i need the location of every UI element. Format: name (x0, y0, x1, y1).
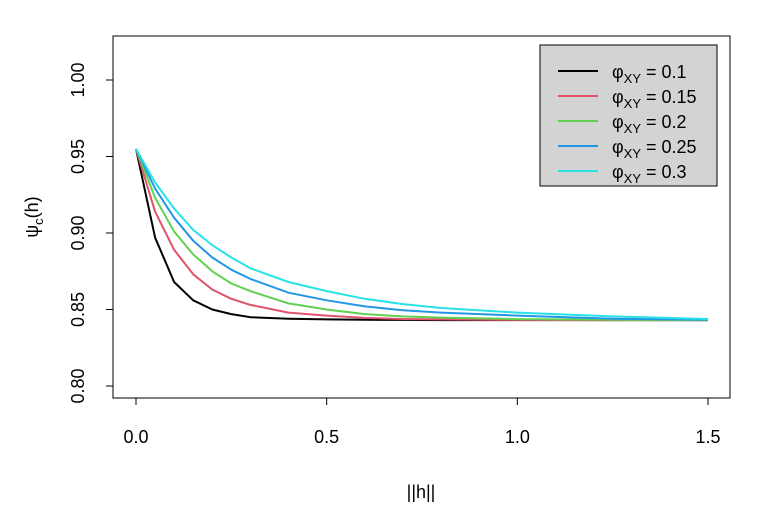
y-tick-label: 0.80 (68, 368, 88, 403)
y-tick-label: 0.85 (68, 292, 88, 327)
y-axis-label: ψc(h) (22, 196, 46, 237)
legend-label: φXY = 0.3 (612, 162, 687, 186)
x-tick-label: 0.5 (314, 427, 339, 447)
series-line-0.3 (135, 148, 709, 320)
series-lines (135, 148, 709, 322)
x-tick-label: 1.5 (695, 427, 720, 447)
y-tick-label: 0.95 (68, 139, 88, 174)
y-axis: 0.80 0.85 0.90 0.95 1.00 (68, 62, 114, 404)
y-tick-label: 1.00 (68, 62, 88, 97)
legend-label: φXY = 0.15 (612, 87, 697, 111)
legend-label: φXY = 0.2 (612, 112, 687, 136)
x-axis: 0.0 0.5 1.0 1.5 (123, 397, 721, 447)
series-line-0.15 (135, 148, 708, 322)
y-axis-label-main: ψ (22, 225, 42, 238)
y-tick-label: 0.90 (68, 215, 88, 250)
y-axis-label-suffix: (h) (22, 196, 42, 218)
series-line-0.2 (135, 148, 709, 322)
x-axis-label: ||h|| (407, 482, 436, 502)
legend-box (539, 44, 718, 187)
legend-label: φXY = 0.1 (612, 62, 687, 86)
legend-label: φXY = 0.25 (612, 137, 697, 161)
y-axis-label-sub: c (31, 218, 46, 225)
series-line-0.25 (135, 148, 709, 321)
x-tick-label: 1.0 (505, 427, 530, 447)
x-tick-label: 0.0 (123, 427, 148, 447)
